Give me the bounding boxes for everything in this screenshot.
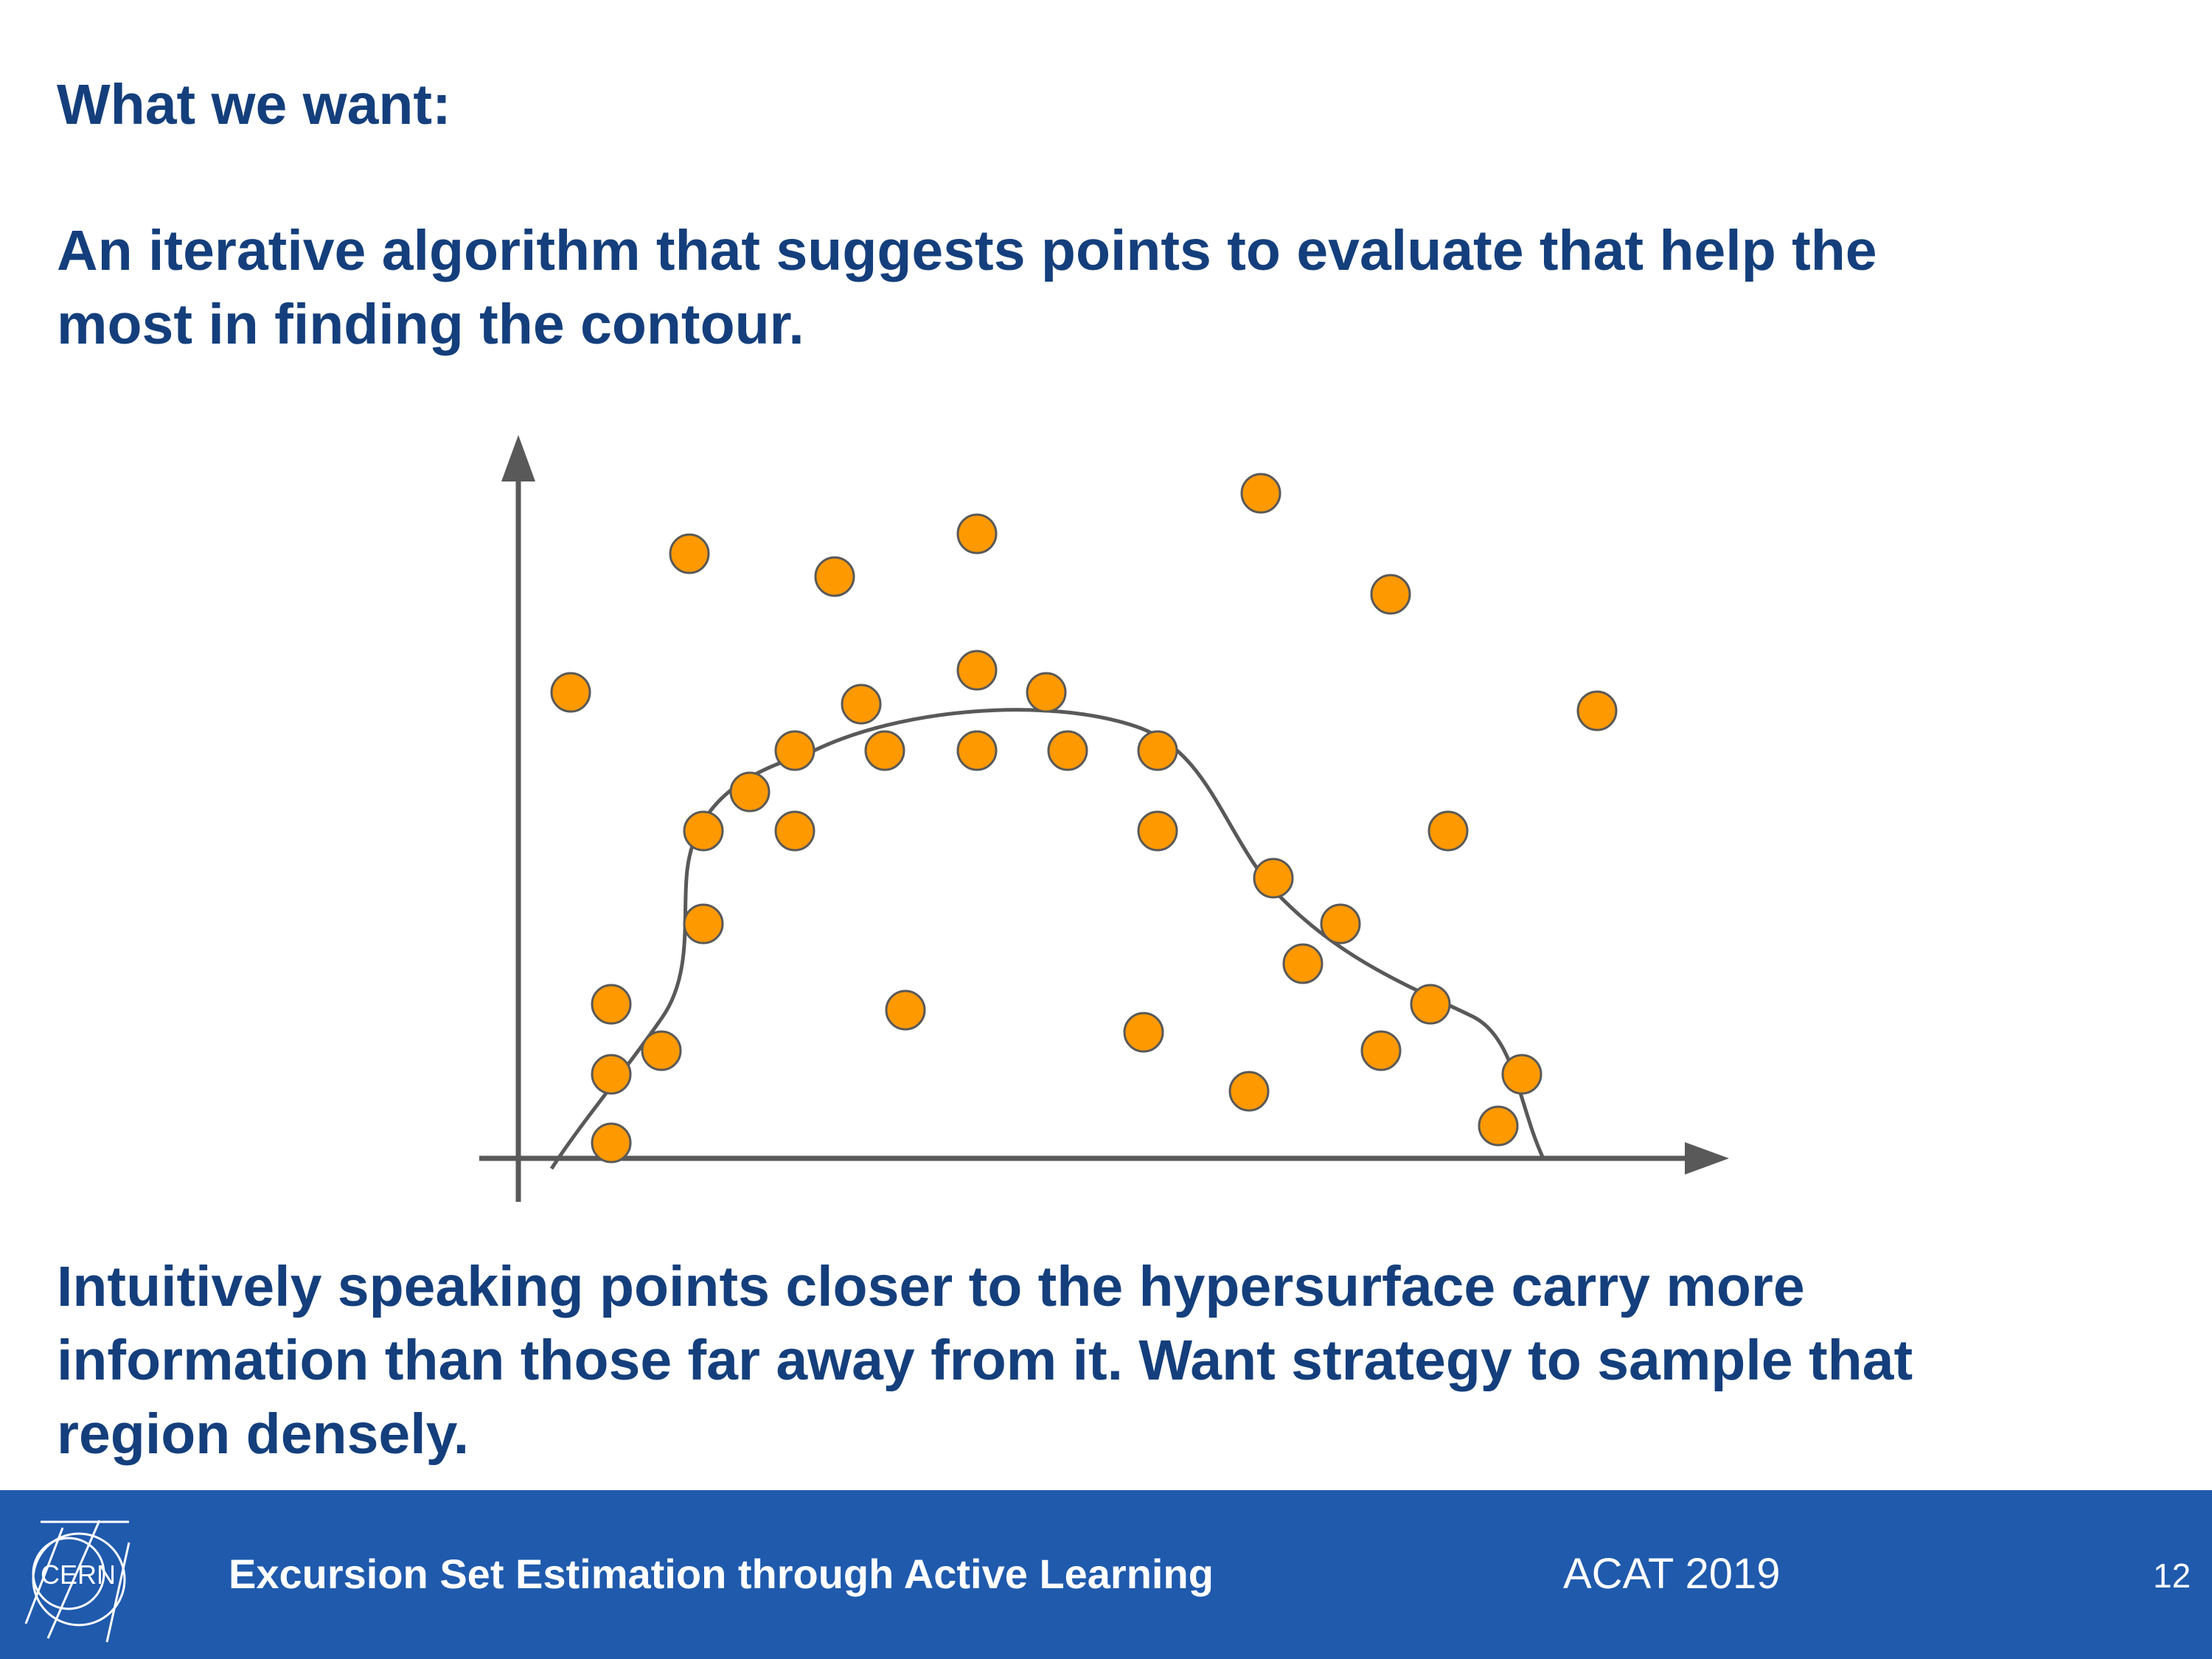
sample-point — [1047, 730, 1088, 771]
sample-point — [1137, 810, 1178, 852]
sample-point — [814, 556, 855, 597]
axes — [479, 435, 1729, 1202]
sample-point — [1228, 1071, 1270, 1112]
sample-point — [774, 810, 815, 852]
contour-diagram — [479, 435, 1729, 1202]
sample-point — [683, 810, 724, 852]
sample-point — [591, 1054, 632, 1095]
sample-point — [591, 984, 632, 1025]
conclusion-line: information than those far away from it.… — [57, 1329, 1913, 1392]
sample-point — [1240, 473, 1281, 514]
sample-point — [1410, 984, 1451, 1025]
sample-point — [774, 730, 815, 771]
slide-heading: What we want: — [57, 73, 451, 136]
conclusion-paragraph: Intuitively speaking points closer to th… — [57, 1250, 1913, 1471]
sample-point — [1282, 943, 1324, 984]
sample-point — [683, 903, 724, 945]
intro-line: most in finding the contour. — [57, 293, 804, 356]
sample-point — [1320, 903, 1361, 945]
sample-point — [1137, 730, 1178, 771]
conclusion-line: Intuitively speaking points closer to th… — [57, 1255, 1805, 1318]
sample-point — [1427, 810, 1469, 852]
sample-point — [1478, 1105, 1519, 1147]
intro-line: An iterative algorithm that suggests poi… — [57, 219, 1877, 282]
sample-point — [1360, 1030, 1402, 1071]
sample-point — [1501, 1054, 1543, 1095]
sample-point — [1370, 574, 1411, 615]
sample-point — [1123, 1012, 1164, 1053]
sample-point — [1253, 858, 1294, 899]
sample-point — [864, 730, 905, 771]
footer-title: Excursion Set Estimation through Active … — [229, 1551, 1214, 1597]
y-axis-arrow-icon — [501, 435, 535, 481]
sample-point — [591, 1122, 632, 1164]
sample-point — [956, 513, 998, 554]
footer-bar — [0, 1490, 2212, 1659]
intro-paragraph: An iterative algorithm that suggests poi… — [57, 214, 1877, 361]
cern-logo-text: CERN — [41, 1559, 116, 1590]
conclusion-line: region densely. — [57, 1402, 470, 1466]
page-number: 12 — [2153, 1557, 2191, 1595]
cern-logo-icon: CERN — [24, 1520, 131, 1643]
sample-point — [956, 730, 998, 771]
sample-point — [1026, 672, 1067, 713]
sample-point — [885, 990, 926, 1031]
sample-point — [550, 672, 591, 713]
sample-points — [550, 473, 1618, 1164]
sample-point — [841, 684, 882, 725]
sample-point — [956, 650, 998, 691]
footer-event: ACAT 2019 — [1563, 1550, 1781, 1598]
sample-point — [641, 1030, 682, 1071]
sample-point — [729, 771, 771, 813]
sample-point — [669, 533, 710, 574]
sample-point — [1576, 690, 1618, 731]
x-axis-arrow-icon — [1685, 1142, 1729, 1175]
